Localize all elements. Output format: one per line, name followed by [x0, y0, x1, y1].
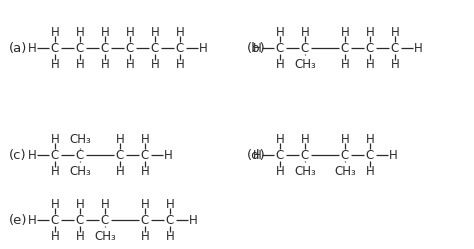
- Text: C: C: [116, 148, 124, 162]
- Text: H: H: [126, 58, 134, 70]
- Text: C: C: [101, 42, 109, 55]
- Text: C: C: [51, 42, 59, 55]
- Text: (c): (c): [9, 148, 27, 162]
- Text: H: H: [116, 165, 124, 178]
- Text: H: H: [176, 25, 184, 39]
- Text: C: C: [76, 213, 84, 227]
- Text: (e): (e): [9, 213, 27, 227]
- Text: (d): (d): [246, 148, 265, 162]
- Text: C: C: [366, 42, 374, 55]
- Text: H: H: [164, 148, 173, 162]
- Text: H: H: [253, 42, 261, 55]
- Text: H: H: [391, 58, 400, 70]
- Text: C: C: [276, 148, 284, 162]
- Text: C: C: [76, 42, 84, 55]
- Text: H: H: [51, 165, 59, 178]
- Text: C: C: [341, 148, 349, 162]
- Text: H: H: [76, 58, 84, 70]
- Text: H: H: [341, 132, 349, 145]
- Text: H: H: [176, 58, 184, 70]
- Text: H: H: [414, 42, 422, 55]
- Text: H: H: [365, 25, 374, 39]
- Text: H: H: [27, 148, 36, 162]
- Text: H: H: [141, 197, 149, 210]
- Text: CH₃: CH₃: [334, 165, 356, 178]
- Text: C: C: [366, 148, 374, 162]
- Text: H: H: [365, 132, 374, 145]
- Text: H: H: [275, 132, 284, 145]
- Text: C: C: [151, 42, 159, 55]
- Text: H: H: [100, 25, 109, 39]
- Text: C: C: [166, 213, 174, 227]
- Text: CH₃: CH₃: [294, 165, 316, 178]
- Text: H: H: [189, 213, 197, 227]
- Text: C: C: [76, 148, 84, 162]
- Text: C: C: [301, 148, 309, 162]
- Text: H: H: [391, 25, 400, 39]
- Text: H: H: [141, 132, 149, 145]
- Text: H: H: [27, 213, 36, 227]
- Text: H: H: [341, 25, 349, 39]
- Text: H: H: [253, 148, 261, 162]
- Text: H: H: [389, 148, 397, 162]
- Text: C: C: [301, 42, 309, 55]
- Text: C: C: [51, 213, 59, 227]
- Text: H: H: [100, 58, 109, 70]
- Text: C: C: [276, 42, 284, 55]
- Text: (a): (a): [9, 42, 27, 55]
- Text: H: H: [126, 25, 134, 39]
- Text: (b): (b): [246, 42, 265, 55]
- Text: H: H: [341, 58, 349, 70]
- Text: H: H: [275, 165, 284, 178]
- Text: CH₃: CH₃: [69, 132, 91, 145]
- Text: C: C: [341, 42, 349, 55]
- Text: CH₃: CH₃: [94, 230, 116, 243]
- Text: H: H: [51, 58, 59, 70]
- Text: H: H: [301, 25, 310, 39]
- Text: H: H: [116, 132, 124, 145]
- Text: H: H: [51, 132, 59, 145]
- Text: H: H: [27, 42, 36, 55]
- Text: H: H: [141, 230, 149, 243]
- Text: H: H: [76, 230, 84, 243]
- Text: H: H: [199, 42, 207, 55]
- Text: H: H: [165, 230, 174, 243]
- Text: C: C: [126, 42, 134, 55]
- Text: H: H: [365, 58, 374, 70]
- Text: C: C: [141, 148, 149, 162]
- Text: H: H: [141, 165, 149, 178]
- Text: H: H: [365, 165, 374, 178]
- Text: H: H: [76, 197, 84, 210]
- Text: C: C: [176, 42, 184, 55]
- Text: H: H: [151, 58, 159, 70]
- Text: H: H: [51, 230, 59, 243]
- Text: C: C: [101, 213, 109, 227]
- Text: H: H: [76, 25, 84, 39]
- Text: CH₃: CH₃: [69, 165, 91, 178]
- Text: H: H: [165, 197, 174, 210]
- Text: C: C: [141, 213, 149, 227]
- Text: H: H: [275, 25, 284, 39]
- Text: H: H: [151, 25, 159, 39]
- Text: C: C: [391, 42, 399, 55]
- Text: H: H: [51, 25, 59, 39]
- Text: H: H: [100, 197, 109, 210]
- Text: H: H: [51, 197, 59, 210]
- Text: CH₃: CH₃: [294, 58, 316, 70]
- Text: H: H: [275, 58, 284, 70]
- Text: H: H: [301, 132, 310, 145]
- Text: C: C: [51, 148, 59, 162]
